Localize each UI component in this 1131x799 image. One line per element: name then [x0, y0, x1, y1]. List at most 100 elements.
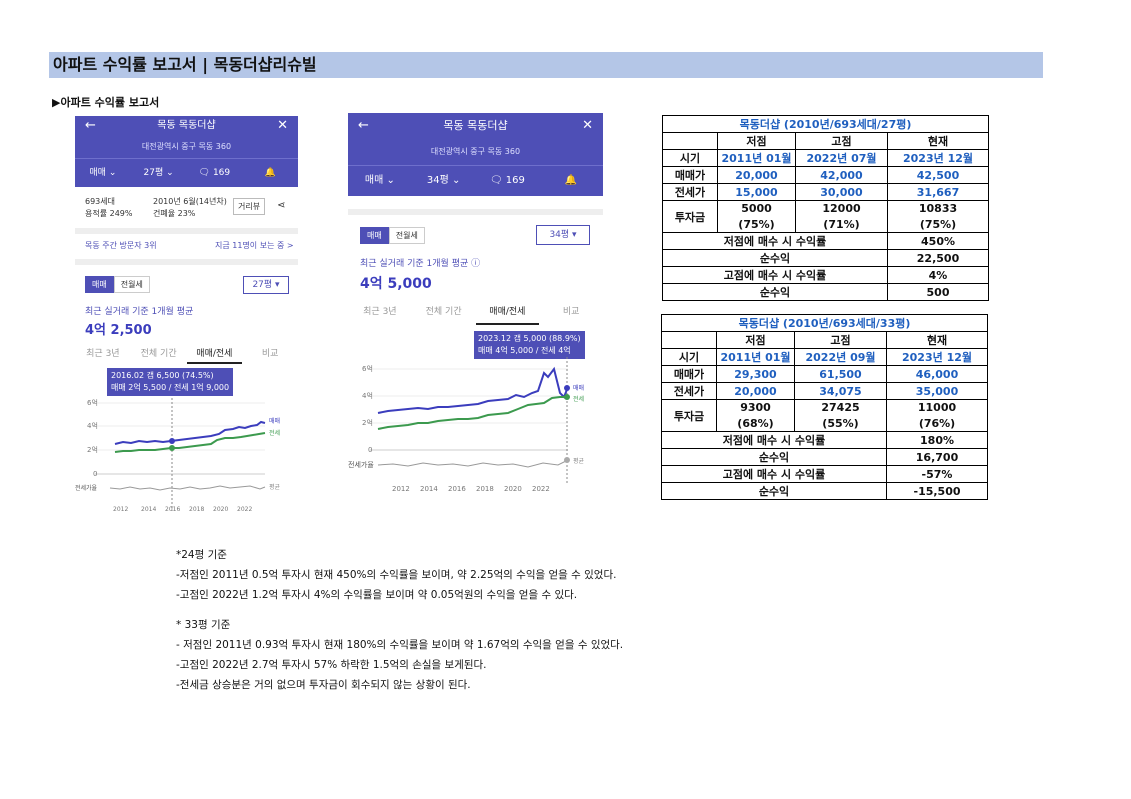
- pyeong-select[interactable]: 27평 ⌄: [143, 168, 174, 178]
- table-cell: 9300: [716, 399, 795, 416]
- table-cell: (75%): [886, 216, 990, 233]
- table-cell: 10833: [886, 200, 990, 217]
- tab-sale-lease[interactable]: 매매/전세: [475, 303, 540, 325]
- chat-button[interactable]: 🗨 169: [198, 168, 231, 178]
- x-tick: 2022: [532, 485, 550, 493]
- tab-compare[interactable]: 비교: [261, 349, 279, 359]
- avg-caption: 최근 실거래 기준 1개월 평균 ⓘ: [360, 259, 481, 269]
- sale-marker: [169, 438, 175, 444]
- table-cell: 61,500: [794, 365, 887, 383]
- table-cell: 35,000: [885, 382, 989, 400]
- apt-title: 목동 목동더샵: [443, 119, 508, 132]
- y-tick: 4억: [362, 392, 373, 400]
- analysis-notes: *24평 기준 -저점인 2011년 0.5억 투자시 현재 450%의 수익률…: [176, 545, 623, 695]
- tab-sale-lease[interactable]: 매매/전세: [186, 346, 243, 364]
- seg-lease[interactable]: 전월세: [113, 276, 150, 293]
- row-label: 전세가: [661, 382, 717, 400]
- table-cell: 20,000: [716, 382, 795, 400]
- tab-3y[interactable]: 최근 3년: [363, 307, 397, 317]
- price-chart: 6억 4억 2억 0 매매 전세 전세가율 평균 2012 2014 2016 …: [348, 357, 585, 493]
- pyeong-select[interactable]: 34평 ⌄: [426, 175, 461, 186]
- pyeong-dropdown[interactable]: 34평 ▾: [536, 225, 590, 245]
- seg-trade[interactable]: 매매: [85, 276, 114, 293]
- x-tick: 2018: [189, 506, 204, 513]
- tab-all[interactable]: 전체 기간: [140, 349, 177, 359]
- chat-button[interactable]: 🗨 169: [489, 175, 525, 186]
- seg-trade[interactable]: 매매: [360, 227, 389, 244]
- table-cell: 2022년 07월: [795, 149, 888, 167]
- table-cell: (76%): [885, 415, 989, 432]
- lease-series-line: [377, 396, 568, 430]
- table-cell: -15,500: [885, 482, 989, 500]
- back-arrow-icon[interactable]: ←: [85, 118, 96, 133]
- lease-marker: [169, 445, 175, 451]
- table-cell: 16,700: [885, 448, 989, 466]
- row-label: 전세가: [662, 183, 718, 201]
- bell-icon[interactable]: 🔔: [564, 175, 578, 186]
- table-cell: 34,075: [794, 382, 887, 400]
- trade-select[interactable]: 매매 ⌄: [364, 175, 395, 186]
- x-tick: 2016: [165, 506, 180, 513]
- table-cell: 180%: [885, 431, 989, 449]
- ratio-marker: [564, 457, 570, 463]
- table-cell: 20,000: [717, 166, 796, 184]
- row-label: 투자금: [662, 200, 718, 233]
- table-cell: 2023년 12월: [885, 348, 989, 366]
- chat-icon: 🗨: [198, 168, 211, 178]
- close-icon[interactable]: ✕: [582, 118, 593, 133]
- table-cell: 2011년 01월: [716, 348, 795, 366]
- table-cell: (75%): [717, 216, 796, 233]
- table-cell: (68%): [716, 415, 795, 432]
- distance-view-button[interactable]: 거리뷰: [233, 198, 266, 215]
- row-label: 순수익: [662, 249, 888, 267]
- col-header: 고점: [795, 132, 888, 150]
- col-header: 현재: [885, 331, 989, 349]
- y-tick: 6억: [362, 365, 373, 373]
- x-tick: 2014: [420, 485, 438, 493]
- avg-price: 4억 5,000: [360, 276, 432, 292]
- row-label: 시기: [662, 149, 718, 167]
- row-label: 투자금: [661, 399, 717, 432]
- table-cell: 4%: [886, 266, 990, 284]
- lease-series-line: [114, 432, 266, 453]
- table-cell: 22,500: [886, 249, 990, 267]
- trade-select[interactable]: 매매 ⌄: [89, 168, 117, 178]
- table-title: 목동더샵 (2010년/693세대/33평): [660, 314, 989, 332]
- x-tick: 2012: [113, 506, 128, 513]
- ratio-value: 평균: [269, 483, 281, 491]
- sale-series-line: [114, 420, 266, 445]
- tab-all[interactable]: 전체 기간: [425, 307, 462, 317]
- row-label: 저점에 매수 시 수익률: [662, 232, 888, 250]
- row-label: 순수익: [661, 448, 887, 466]
- table-cell: 2011년 01월: [717, 149, 796, 167]
- pyeong-dropdown[interactable]: 27평 ▾: [243, 276, 289, 294]
- table-cell: 2023년 12월: [886, 149, 990, 167]
- tab-compare[interactable]: 비교: [562, 307, 580, 317]
- yield-table-33: 목동더샵 (2010년/693세대/33평) 저점 고점 현재 시기 2011년 01…: [660, 314, 989, 500]
- y-tick: 4억: [87, 422, 98, 430]
- x-tick: 2012: [392, 485, 410, 493]
- table-cell: (55%): [794, 415, 887, 432]
- table-title: 목동더샵 (2010년/693세대/27평): [661, 115, 990, 133]
- tab-3y[interactable]: 최근 3년: [86, 349, 120, 359]
- price-chart: 6억 4억 2억 0 매매 전세 전세가율 평균 2012 2014 2016 …: [75, 398, 281, 513]
- ratio-series-line: [377, 459, 569, 468]
- note-line: * 33평 기준: [176, 619, 231, 631]
- viewing-now[interactable]: 지금 11명이 보는 중 >: [215, 241, 294, 250]
- seg-lease[interactable]: 전월세: [388, 227, 425, 244]
- household-info: 693세대: [85, 197, 115, 206]
- share-icon[interactable]: ⋖: [277, 200, 286, 211]
- table-cell: 42,500: [886, 166, 990, 184]
- table-cell: 500: [886, 283, 990, 301]
- row-label: 순수익: [662, 283, 888, 301]
- close-icon[interactable]: ✕: [277, 118, 288, 133]
- row-label: 매매가: [662, 166, 718, 184]
- phone-screenshot-27: ← 목동 목동더샵 ✕ 대전광역시 중구 목동 360 매매 ⌄ 27평 ⌄ 🗨…: [75, 116, 298, 516]
- table-cell: 5000: [717, 200, 796, 217]
- back-arrow-icon[interactable]: ←: [358, 118, 369, 133]
- bell-icon[interactable]: 🔔: [264, 168, 276, 178]
- lease-series-label: 전세: [269, 429, 280, 437]
- x-tick: 2014: [141, 506, 156, 513]
- chart-tooltip: 2023.12 갭 5,000 (88.9%) 매매 4억 5,000 / 전세 …: [474, 331, 585, 359]
- row-label: 순수익: [661, 482, 887, 500]
